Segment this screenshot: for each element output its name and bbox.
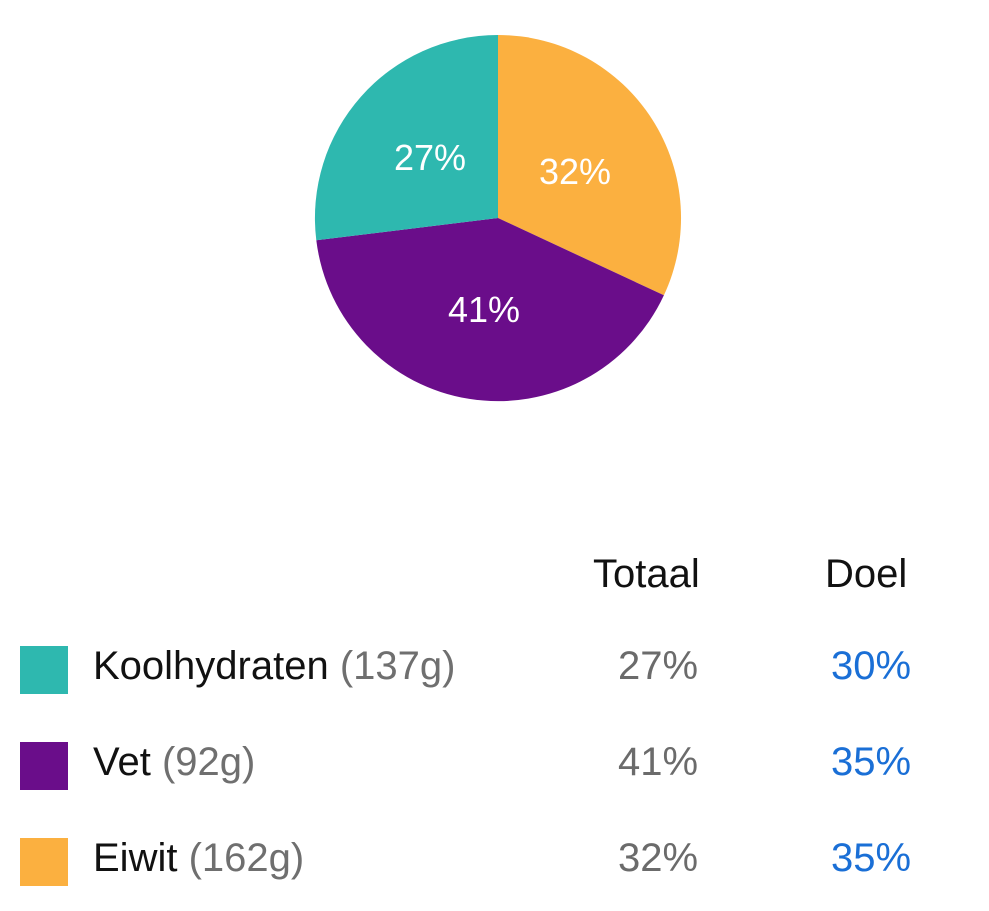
pie-label-vet: 41%	[447, 289, 521, 330]
macro-grams: (162g)	[188, 836, 305, 880]
legend-swatch-koolhydraten	[20, 646, 68, 694]
pie-slice-koolhydraten	[314, 34, 498, 241]
macro-name: Eiwit	[93, 836, 178, 880]
table-row-vet: Vet (92g) 41% 35%	[0, 736, 989, 796]
macro-name: Koolhydraten	[93, 644, 329, 688]
table-row-eiwit: Eiwit (162g) 32% 35%	[0, 832, 989, 892]
pie-slice-eiwit	[498, 34, 682, 296]
legend-swatch-vet	[20, 742, 68, 790]
macro-grams: (92g)	[161, 740, 256, 784]
macro-goal-link[interactable]: 35%	[831, 740, 912, 784]
macro-total: 41%	[618, 740, 699, 784]
macro-pie-chart	[314, 34, 682, 402]
macro-goal-link[interactable]: 35%	[831, 836, 912, 880]
table-row-koolhydraten: Koolhydraten (137g) 27% 30%	[0, 640, 989, 700]
macro-name: Vet	[93, 740, 151, 784]
column-header-goal: Doel	[825, 552, 908, 596]
macro-total: 27%	[618, 644, 699, 688]
pie-slice-vet	[316, 218, 664, 402]
macro-goal-link[interactable]: 30%	[831, 644, 912, 688]
pie-label-eiwit: 32%	[538, 151, 612, 192]
macro-total: 32%	[618, 836, 699, 880]
column-header-total: Totaal	[593, 552, 700, 596]
macro-grams: (137g)	[339, 644, 456, 688]
pie-label-koolhydraten: 27%	[393, 137, 467, 178]
legend-swatch-eiwit	[20, 838, 68, 886]
